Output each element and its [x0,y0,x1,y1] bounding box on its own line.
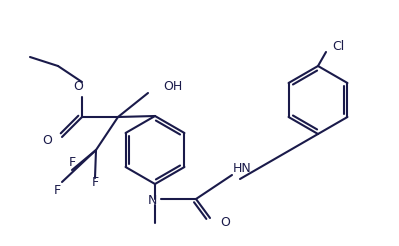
Text: O: O [220,215,230,229]
Text: HN: HN [233,162,252,174]
Text: F: F [53,184,61,197]
Text: F: F [69,156,75,169]
Text: O: O [42,134,52,147]
Text: O: O [73,79,83,92]
Text: N: N [147,194,157,206]
Text: OH: OH [163,79,182,92]
Text: F: F [91,176,99,189]
Text: Cl: Cl [332,40,344,52]
